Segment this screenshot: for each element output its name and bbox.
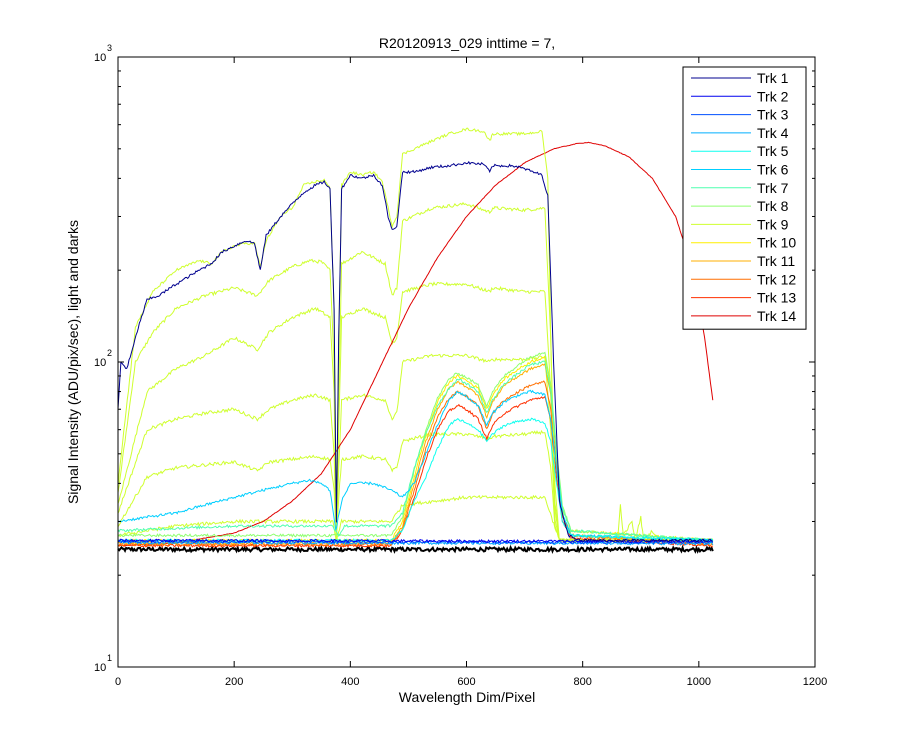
- series-trk-7: [117, 360, 714, 542]
- y-tick-label-base: 10: [94, 52, 106, 64]
- x-tick-label: 1000: [687, 676, 711, 688]
- line-light-track-2: [117, 201, 714, 544]
- line-dark-frames: [117, 544, 714, 554]
- legend-label: Trk 11: [757, 253, 795, 269]
- y-tick-label-base: 10: [94, 357, 106, 369]
- series-trk-5: [117, 417, 714, 543]
- legend-label: Trk 7: [757, 180, 789, 196]
- legend-label: Trk 3: [757, 107, 789, 123]
- legend-label: Trk 13: [757, 290, 796, 306]
- legend-label: Trk 8: [757, 198, 789, 214]
- x-axis-label: Wavelength Dim/Pixel: [399, 689, 535, 705]
- legend-label: Trk 6: [757, 162, 789, 178]
- legend-label: Trk 9: [757, 216, 789, 232]
- legend-label: Trk 5: [757, 143, 789, 159]
- chart-title: R20120913_029 inttime = 7,: [379, 35, 555, 51]
- x-tick-label: 800: [573, 676, 591, 688]
- x-axis-ticks: 0 200 400 600 800 1000 1200: [115, 57, 827, 688]
- legend-label: Trk 10: [757, 235, 796, 251]
- y-axis-label: Signal Intensity (ADU/pix/sec), light an…: [65, 220, 81, 504]
- y-tick-label-base: 10: [94, 662, 106, 674]
- x-tick-label: 600: [457, 676, 475, 688]
- series-trk-12: [117, 380, 714, 547]
- legend-label: Trk 14: [757, 308, 796, 324]
- legend: Trk 1 Trk 2 Trk 3 Trk 4 Trk 5 Trk 6 Trk 7 Trk 8…: [682, 66, 807, 330]
- x-tick-label: 1200: [803, 676, 827, 688]
- legend-label: Trk 2: [757, 88, 789, 104]
- legend-label: Trk 12: [757, 271, 796, 287]
- series-trk-4: [118, 540, 714, 546]
- series-trk-1: [117, 160, 713, 543]
- x-tick-label: 0: [115, 676, 121, 688]
- series-trk-11: [117, 362, 714, 546]
- x-tick-label: 200: [225, 676, 243, 688]
- legend-label: Trk 1: [757, 70, 789, 86]
- line-light-track-4: [117, 353, 713, 544]
- series-trk-10: [117, 355, 713, 543]
- x-tick-label: 400: [341, 676, 359, 688]
- y-tick-label-exponent: 3: [107, 43, 112, 53]
- plot-lines: [117, 127, 714, 554]
- y-tick-label-exponent: 1: [107, 653, 112, 663]
- legend-box: [682, 66, 807, 330]
- series-trk-8: [117, 351, 713, 542]
- y-tick-label-exponent: 2: [107, 348, 112, 358]
- legend-label: Trk 4: [757, 125, 789, 141]
